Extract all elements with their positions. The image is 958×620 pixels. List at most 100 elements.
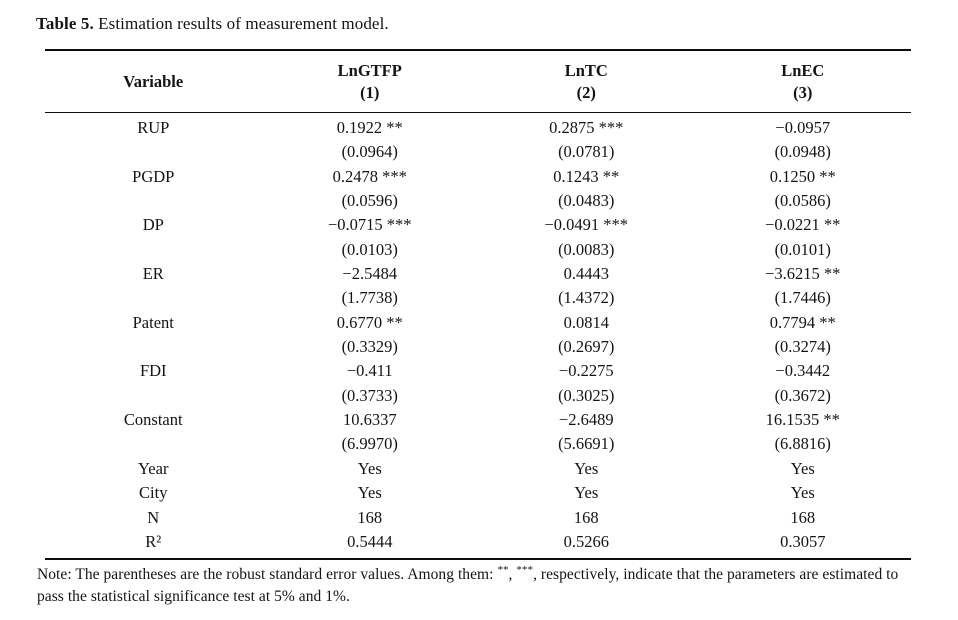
row-label: [45, 335, 262, 359]
table-header: Variable LnGTFP (1) LnTC (2) LnEC (3): [45, 50, 911, 113]
cell: (0.0483): [558, 191, 615, 211]
cell: Yes: [574, 458, 599, 478]
table-row: (0.0964) (0.0781) (0.0948): [45, 140, 911, 164]
table-caption: Table 5. Estimation results of measureme…: [36, 13, 928, 34]
cell: Yes: [574, 483, 599, 503]
col-header-lnec-name: LnEC: [781, 61, 825, 80]
col-header-lntc-num: (2): [576, 83, 596, 102]
cell: 0.7794 **: [769, 312, 836, 332]
cell: −0.0957: [775, 118, 831, 137]
table-caption-label: Table 5.: [36, 14, 94, 33]
table-caption-text: Estimation results of measurement model.: [93, 14, 389, 33]
table-row: FDI −0.411 −0.2275 −0.3442: [45, 359, 911, 383]
cell: 168: [790, 507, 816, 527]
cell: (0.3733): [341, 385, 398, 405]
row-label: DP: [142, 215, 164, 235]
cell: 0.1922 **: [336, 118, 403, 137]
row-label: Year: [138, 458, 169, 478]
table-row: (0.0596) (0.0483) (0.0586): [45, 189, 911, 213]
cell: (0.3025): [558, 385, 615, 405]
cell: Yes: [357, 458, 382, 478]
row-label: [45, 238, 262, 262]
cell: 0.5266: [563, 531, 609, 551]
cell: (0.0101): [774, 239, 831, 259]
table-row: Patent 0.6770 ** 0.0814 0.7794 **: [45, 311, 911, 335]
cell: (0.0083): [558, 239, 615, 259]
cell: 0.1243 **: [553, 166, 620, 186]
cell: (0.2697): [558, 337, 615, 357]
cell: −0.3442: [775, 361, 831, 381]
header-row: Variable LnGTFP (1) LnTC (2) LnEC (3): [45, 50, 911, 113]
row-label: Patent: [132, 312, 174, 332]
cell: (6.8816): [774, 434, 831, 454]
cell: −0.411: [346, 361, 393, 381]
cell: 0.1250 **: [769, 166, 836, 186]
row-label: [45, 286, 262, 310]
row-label: ER: [142, 264, 164, 284]
cell: (0.0964): [341, 142, 398, 162]
table-row: City Yes Yes Yes: [45, 481, 911, 505]
table-row: (0.0103) (0.0083) (0.0101): [45, 238, 911, 262]
cell: −0.2275: [558, 361, 614, 381]
cell: 168: [573, 507, 599, 527]
note-sig-5pct: **: [497, 564, 509, 577]
table-row: (1.7738) (1.4372) (1.7446): [45, 286, 911, 310]
row-label: Constant: [123, 410, 183, 430]
cell: (0.3672): [774, 385, 831, 405]
table-row: PGDP 0.2478 *** 0.1243 ** 0.1250 **: [45, 165, 911, 189]
cell: 16.1535 **: [765, 410, 840, 430]
table-row: N 168 168 168: [45, 506, 911, 530]
cell: (0.0781): [558, 142, 615, 162]
col-header-lngtfp-name: LnGTFP: [337, 61, 402, 80]
col-header-variable: Variable: [45, 50, 262, 113]
note-text-pre: Note: The parentheses are the robust sta…: [37, 566, 498, 584]
col-header-lnec-num: (3): [793, 83, 813, 102]
cell: −0.0715 ***: [327, 215, 412, 235]
cell: (0.0103): [341, 239, 398, 259]
col-header-lnec: LnEC (3): [694, 50, 911, 113]
note-text-post: , respectively, indicate that the parame…: [37, 566, 899, 605]
row-label: R²: [145, 531, 162, 551]
note-sig-1pct: ***: [516, 564, 534, 577]
cell: −0.0221 **: [765, 215, 841, 235]
cell: (0.0596): [341, 191, 398, 211]
cell: 0.6770 **: [336, 312, 403, 332]
cell: 0.0814: [563, 312, 609, 332]
table-body: RUP 0.1922 ** 0.2875 *** −0.0957 (0.0964…: [45, 113, 911, 560]
cell: Yes: [357, 483, 382, 503]
row-label: [45, 432, 262, 456]
col-header-lntc: LnTC (2): [478, 50, 695, 113]
table-row: (6.9970) (5.6691) (6.8816): [45, 432, 911, 456]
table-row: (0.3733) (0.3025) (0.3672): [45, 384, 911, 408]
row-label: PGDP: [132, 166, 175, 186]
table-row: RUP 0.1922 ** 0.2875 *** −0.0957: [45, 113, 911, 141]
cell: 0.2875 ***: [549, 118, 624, 137]
cell: (0.0948): [774, 142, 831, 162]
note-text-mid: ,: [508, 566, 517, 584]
table-row: Constant 10.6337 −2.6489 16.1535 **: [45, 408, 911, 432]
cell: (1.7446): [774, 288, 831, 308]
table-row: (0.3329) (0.2697) (0.3274): [45, 335, 911, 359]
cell: (0.3329): [341, 337, 398, 357]
cell: Yes: [790, 483, 815, 503]
cell: 0.5444: [347, 531, 393, 551]
cell: −2.6489: [558, 410, 614, 430]
table-row: DP −0.0715 *** −0.0491 *** −0.0221 **: [45, 213, 911, 237]
cell: Yes: [790, 458, 815, 478]
cell: (0.0586): [774, 191, 831, 211]
cell: (5.6691): [558, 434, 615, 454]
cell: −3.6215 **: [765, 264, 841, 284]
col-header-lngtfp-num: (1): [360, 83, 380, 102]
table-row: R² 0.5444 0.5266 0.3057: [45, 530, 911, 559]
row-label: FDI: [139, 361, 167, 381]
cell: 10.6337: [342, 410, 397, 430]
table-note: Note: The parentheses are the robust sta…: [37, 564, 929, 607]
cell: 0.2478 ***: [332, 166, 407, 186]
row-label: [45, 384, 262, 408]
cell: (1.4372): [558, 288, 615, 308]
cell: (1.7738): [341, 288, 398, 308]
cell: 168: [357, 507, 383, 527]
cell: −0.0491 ***: [544, 215, 629, 235]
cell: (0.3274): [774, 337, 831, 357]
